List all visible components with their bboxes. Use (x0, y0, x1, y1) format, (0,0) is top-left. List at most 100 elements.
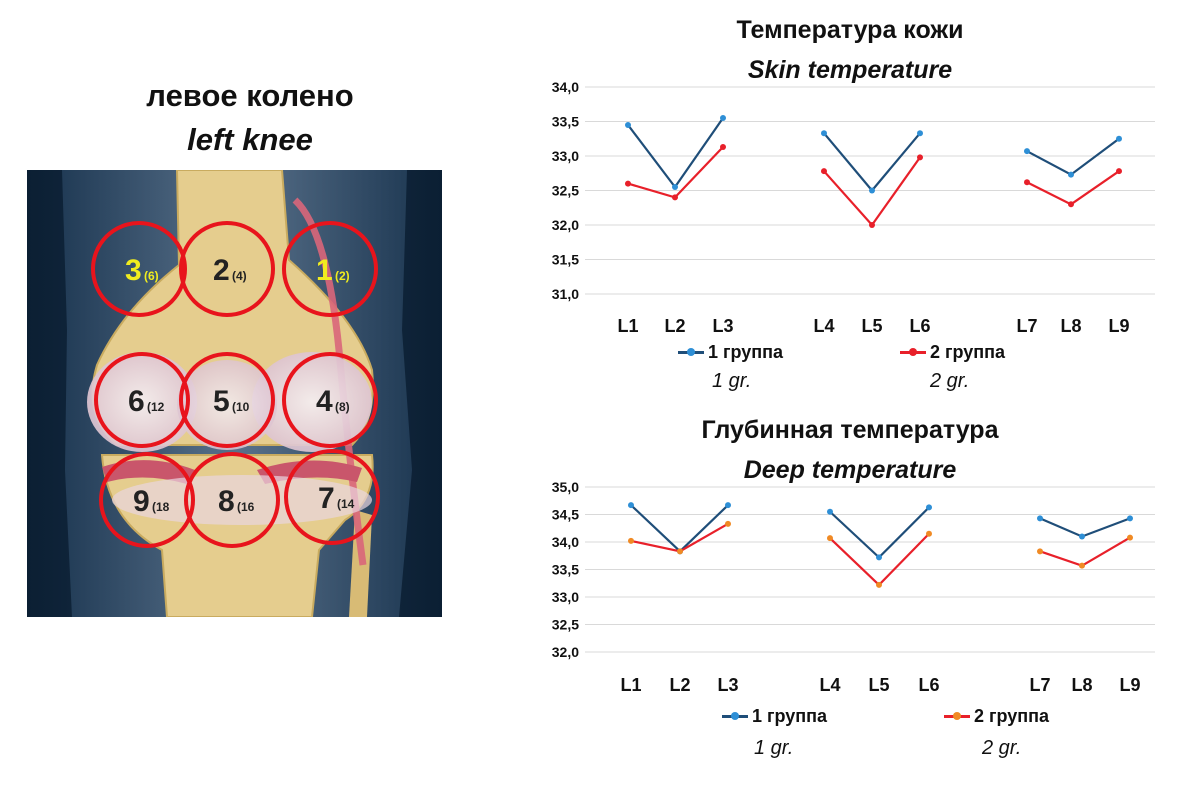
x-tick-label: L4 (813, 316, 834, 336)
zone-number: 8 (218, 485, 235, 518)
data-point (876, 554, 882, 561)
data-point (821, 130, 827, 137)
zone-circle (179, 221, 275, 317)
y-tick-label: 34,0 (552, 534, 579, 550)
zone-circle (282, 221, 378, 317)
y-tick-label: 31,0 (552, 286, 579, 302)
zone-number: 3 (125, 254, 142, 287)
x-tick-label: L6 (918, 675, 939, 695)
data-point (827, 535, 833, 542)
data-point (821, 168, 827, 175)
data-point (869, 222, 875, 228)
zone-subnumber: (4) (232, 269, 247, 283)
series-line (630, 522, 729, 553)
zone-subnumber: (10 (232, 400, 250, 414)
x-tick-label: L2 (664, 316, 685, 336)
zone-number: 9 (133, 485, 150, 518)
data-point (917, 130, 923, 137)
knee-zone-2: 2 (4) (179, 221, 275, 317)
chart1-title: Температура кожи (736, 16, 964, 44)
zone-number: 1 (316, 254, 333, 287)
data-point (1116, 135, 1122, 142)
y-tick-label: 35,0 (552, 479, 579, 495)
chart2-legend-series1: 1 группа (722, 706, 827, 727)
zone-circle (284, 449, 380, 545)
data-point (917, 154, 923, 161)
y-tick-label: 32,0 (552, 217, 579, 233)
x-tick-label: L6 (909, 316, 930, 336)
data-point (869, 187, 875, 194)
zone-circle (179, 352, 275, 448)
legend-marker (722, 712, 748, 720)
zone-subnumber: (18 (152, 500, 170, 514)
series-2 (625, 144, 1122, 228)
knee-zone-7: 7 (14 (284, 449, 380, 545)
legend-label: 1 группа (752, 706, 828, 726)
chart1-subtitle: Skin temperature (747, 56, 953, 84)
y-tick-label: 31,5 (552, 252, 579, 268)
meniscus-medial (102, 460, 195, 484)
x-tick-label: L3 (717, 675, 738, 695)
data-point (1037, 548, 1043, 555)
legend-label: 1 группа (708, 342, 784, 362)
data-point (720, 115, 726, 122)
chart2-label-gr1: 1 gr. (754, 737, 794, 759)
series-1 (625, 115, 1122, 194)
zone-number: 5 (213, 385, 230, 418)
data-point (1127, 515, 1133, 522)
chart1-label-gr1: 1 gr. (712, 370, 752, 392)
knee-title-en: left knee (187, 122, 313, 157)
data-point (725, 502, 731, 509)
chart1-legend-series1: 1 группа (678, 342, 783, 363)
zone-subnumber: (6) (144, 269, 159, 283)
knee-zone-4: 4 (8) (282, 352, 378, 448)
data-point (1068, 201, 1074, 208)
knee-zone-1: 1 (2) (282, 221, 378, 317)
knee-illustration: 3 (6) 2 (4) 1 (2)6 (12 5 (10 4 (8)9 (18 8 (16 7 (14 (27, 170, 442, 617)
knee-zone-3: 3 (6) (91, 221, 187, 317)
legend-label: 2 группа (930, 342, 1006, 362)
y-tick-label: 32,5 (552, 617, 579, 633)
x-tick-label: L9 (1119, 675, 1140, 695)
legend-marker (678, 348, 704, 356)
zone-subnumber: (16 (237, 500, 255, 514)
chart1-legend-series2: 2 группа (900, 342, 1005, 363)
chart2-title: Глубинная температура (701, 416, 999, 444)
x-tick-label: L2 (669, 675, 690, 695)
y-tick-label: 33,0 (552, 148, 579, 164)
x-tick-label: L1 (620, 675, 641, 695)
x-tick-label: L7 (1029, 675, 1050, 695)
series-line (1039, 517, 1131, 538)
zone-number: 2 (213, 254, 230, 287)
data-point (876, 581, 882, 588)
y-tick-label: 33,5 (552, 114, 579, 130)
knee-zone-5: 5 (10 (179, 352, 275, 448)
zone-subnumber: (14 (337, 497, 355, 511)
y-tick-label: 34,0 (552, 79, 579, 95)
x-tick-label: L4 (819, 675, 840, 695)
x-tick-label: L5 (868, 675, 889, 695)
series-line (823, 132, 921, 193)
data-point (720, 144, 726, 151)
data-point (628, 537, 634, 544)
zone-subnumber: (8) (335, 400, 350, 414)
data-point (926, 530, 932, 537)
data-point (672, 194, 678, 201)
y-tick-label: 33,5 (552, 562, 579, 578)
y-tick-label: 32,5 (552, 183, 579, 199)
data-point (1127, 534, 1133, 541)
knee-zone-8: 8 (16 (184, 452, 280, 548)
zone-circle (94, 352, 190, 448)
zone-number: 4 (316, 385, 333, 418)
data-point (625, 121, 631, 128)
zone-subnumber: (12 (147, 400, 165, 414)
x-tick-label: L3 (712, 316, 733, 336)
data-point (625, 180, 631, 187)
series-2 (628, 520, 1133, 588)
data-point (725, 520, 731, 527)
cartilage-medial (87, 352, 197, 452)
chart2-label-gr2: 2 gr. (982, 737, 1022, 759)
data-point (1068, 171, 1074, 178)
legend-label: 2 группа (974, 706, 1050, 726)
data-point (1079, 533, 1085, 540)
